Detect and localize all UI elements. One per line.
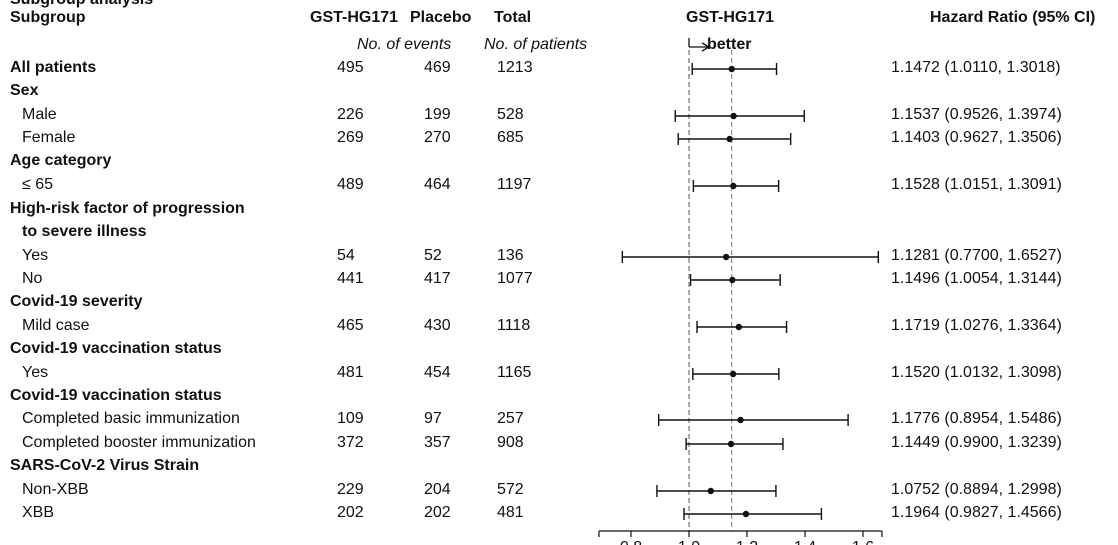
subgroup-label: ≤ 65 (22, 176, 54, 193)
subgroup-header-label: Covid-19 severity (10, 293, 143, 310)
point-estimate (730, 112, 737, 120)
placebo-events: 202 (424, 504, 451, 521)
header-hazard-ratio: Hazard Ratio (95% CI) (930, 9, 1096, 26)
point-estimate (735, 323, 743, 331)
total-patients: 257 (497, 410, 524, 427)
subgroup-header-label: Age category (10, 152, 112, 169)
subgroup-label: Male (22, 106, 57, 123)
header-plot-title: GST-HG171 (686, 9, 775, 26)
total-patients: 908 (497, 434, 524, 451)
better-label: better (707, 36, 752, 53)
subgroup-label: Mild case (22, 317, 90, 334)
placebo-events: 204 (424, 481, 451, 498)
header-placebo: Placebo (410, 9, 472, 26)
total-patients: 1213 (497, 59, 533, 76)
total-patients: 528 (497, 106, 524, 123)
subgroup-label: Completed basic immunization (22, 410, 240, 427)
point-estimate (737, 416, 744, 424)
placebo-events: 52 (424, 247, 442, 264)
x-axis-tick-label: 0.8 (620, 539, 642, 545)
subgroup-label: Yes (22, 247, 49, 264)
hazard-ratio-text: 1.1449 (0.9900, 1.3239) (891, 434, 1062, 451)
total-patients: 1197 (497, 176, 532, 193)
subgroup-label: No (22, 270, 43, 287)
treatment-events: 202 (337, 504, 364, 521)
hazard-ratio-text: 1.0752 (0.8894, 1.2998) (891, 481, 1062, 498)
point-estimate (730, 182, 737, 190)
header-total: Total (494, 9, 532, 26)
treatment-events: 269 (337, 129, 364, 146)
hazard-ratio-text: 1.1281 (0.7700, 1.6527) (891, 247, 1062, 264)
placebo-events: 454 (424, 364, 451, 381)
placebo-events: 270 (424, 129, 451, 146)
total-patients: 572 (497, 481, 524, 498)
header-subgroup: Subgroup (10, 9, 86, 26)
placebo-events: 417 (424, 270, 451, 287)
point-estimate (729, 370, 737, 378)
subgroup-header-label: Sex (10, 82, 39, 99)
treatment-events: 495 (337, 59, 364, 76)
subgroup-label: Non-XBB (22, 481, 89, 498)
treatment-events: 481 (337, 364, 364, 381)
subgroup-label: XBB (22, 504, 55, 521)
point-estimate (742, 510, 750, 518)
treatment-events: 372 (337, 434, 364, 451)
hazard-ratio-text: 1.1496 (1.0054, 1.3144) (891, 270, 1062, 287)
hazard-ratio-text: 1.1719 (1.0276, 1.3364) (891, 317, 1062, 334)
total-patients: 1118 (497, 317, 531, 334)
hazard-ratio-text: 1.1964 (0.9827, 1.4566) (891, 504, 1062, 521)
x-axis-tick-label: 1.4 (794, 539, 816, 545)
point-estimate (707, 487, 715, 495)
events-note: No. of events (357, 36, 452, 53)
treatment-events: 54 (337, 247, 355, 264)
page-title: Subgroup analysis (10, 0, 153, 9)
subgroup-header-label: SARS-CoV-2 Virus Strain (10, 457, 200, 474)
placebo-events: 464 (424, 176, 451, 193)
placebo-events: 469 (424, 59, 451, 76)
treatment-events: 489 (337, 176, 364, 193)
hazard-ratio-text: 1.1403 (0.9627, 1.3506) (891, 129, 1062, 146)
placebo-events: 357 (424, 434, 451, 451)
subgroup-label: Female (22, 129, 76, 146)
subgroup-label: Yes (22, 364, 49, 381)
subgroup-header-label: Covid-19 vaccination status (10, 387, 222, 404)
subgroup-header-label: All patients (10, 59, 97, 76)
placebo-events: 97 (424, 410, 442, 427)
total-patients: 481 (497, 504, 524, 521)
hazard-ratio-text: 1.1472 (1.0110, 1.3018) (891, 59, 1061, 76)
hazard-ratio-text: 1.1528 (1.0151, 1.3091) (891, 176, 1062, 193)
point-estimate (728, 65, 735, 73)
better-arrow-head (701, 42, 711, 52)
subgroup-header-label: High-risk factor of progression (10, 200, 245, 217)
hazard-ratio-text: 1.1537 (0.9526, 1.3974) (891, 106, 1062, 123)
treatment-events: 109 (337, 410, 364, 427)
treatment-events: 226 (337, 106, 364, 123)
hazard-ratio-text: 1.1776 (0.8954, 1.5486) (891, 410, 1062, 427)
point-estimate (726, 135, 733, 143)
placebo-events: 430 (424, 317, 451, 334)
treatment-events: 441 (337, 270, 364, 287)
patients-note: No. of patients (484, 36, 588, 53)
header-treatment: GST-HG171 (310, 9, 399, 26)
x-axis-tick-label: 1.2 (736, 539, 758, 545)
x-axis-tick-label: 1.0 (678, 539, 700, 545)
point-estimate (722, 253, 730, 261)
total-patients: 136 (497, 247, 524, 264)
subgroup-label: Completed booster immunization (22, 434, 256, 451)
total-patients: 1165 (497, 364, 532, 381)
point-estimate (727, 440, 735, 448)
total-patients: 1077 (497, 270, 533, 287)
placebo-events: 199 (424, 106, 451, 123)
subgroup-header-label: to severe illness (22, 223, 147, 240)
point-estimate (729, 276, 736, 284)
total-patients: 685 (497, 129, 524, 146)
treatment-events: 465 (337, 317, 364, 334)
subgroup-header-label: Covid-19 vaccination status (10, 340, 222, 357)
x-axis-tick-label: 1.6 (852, 539, 874, 545)
treatment-events: 229 (337, 481, 364, 498)
hazard-ratio-text: 1.1520 (1.0132, 1.3098) (891, 364, 1062, 381)
